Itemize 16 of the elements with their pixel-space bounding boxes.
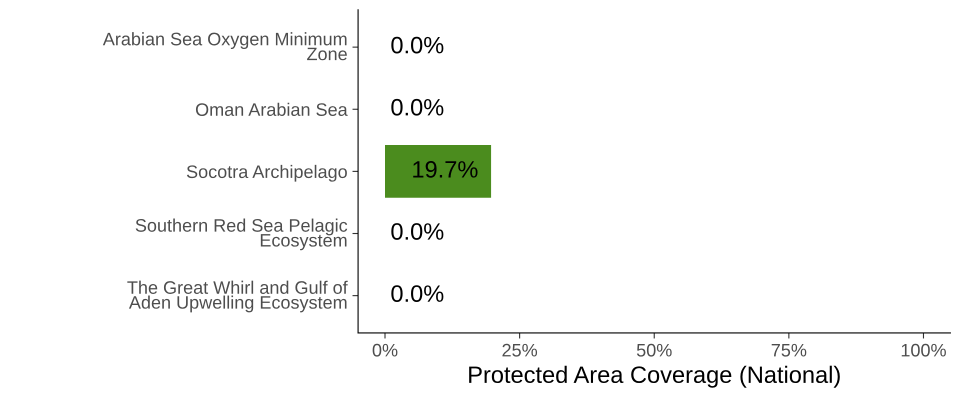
data-label: 0.0% — [391, 285, 444, 302]
x-tick-label: 0% — [372, 344, 398, 357]
y-tick-label: Arabian Sea Oxygen Minimum Zone — [102, 32, 347, 60]
x-tick-label: 100% — [902, 344, 946, 357]
x-axis-title: Protected Area Coverage (National) — [469, 366, 840, 388]
y-tick-label: Oman Arabian Sea — [196, 102, 348, 116]
data-label: 19.7% — [413, 161, 478, 178]
data-label: 0.0% — [391, 36, 444, 54]
data-label: 0.0% — [391, 98, 444, 116]
x-tick-label: 25% — [502, 344, 538, 357]
y-tick-label: The Great Whirl and Gulf of Aden Upwelling Ecosystem — [127, 280, 348, 312]
x-tick-label: 50% — [636, 344, 672, 357]
data-label: 0.0% — [391, 223, 444, 240]
y-tick-label: Socotra Archipelago — [186, 164, 347, 182]
x-tick-label: 75% — [772, 344, 806, 357]
y-tick-label: Southern Red Sea Pelagic Ecosystem — [136, 218, 348, 250]
